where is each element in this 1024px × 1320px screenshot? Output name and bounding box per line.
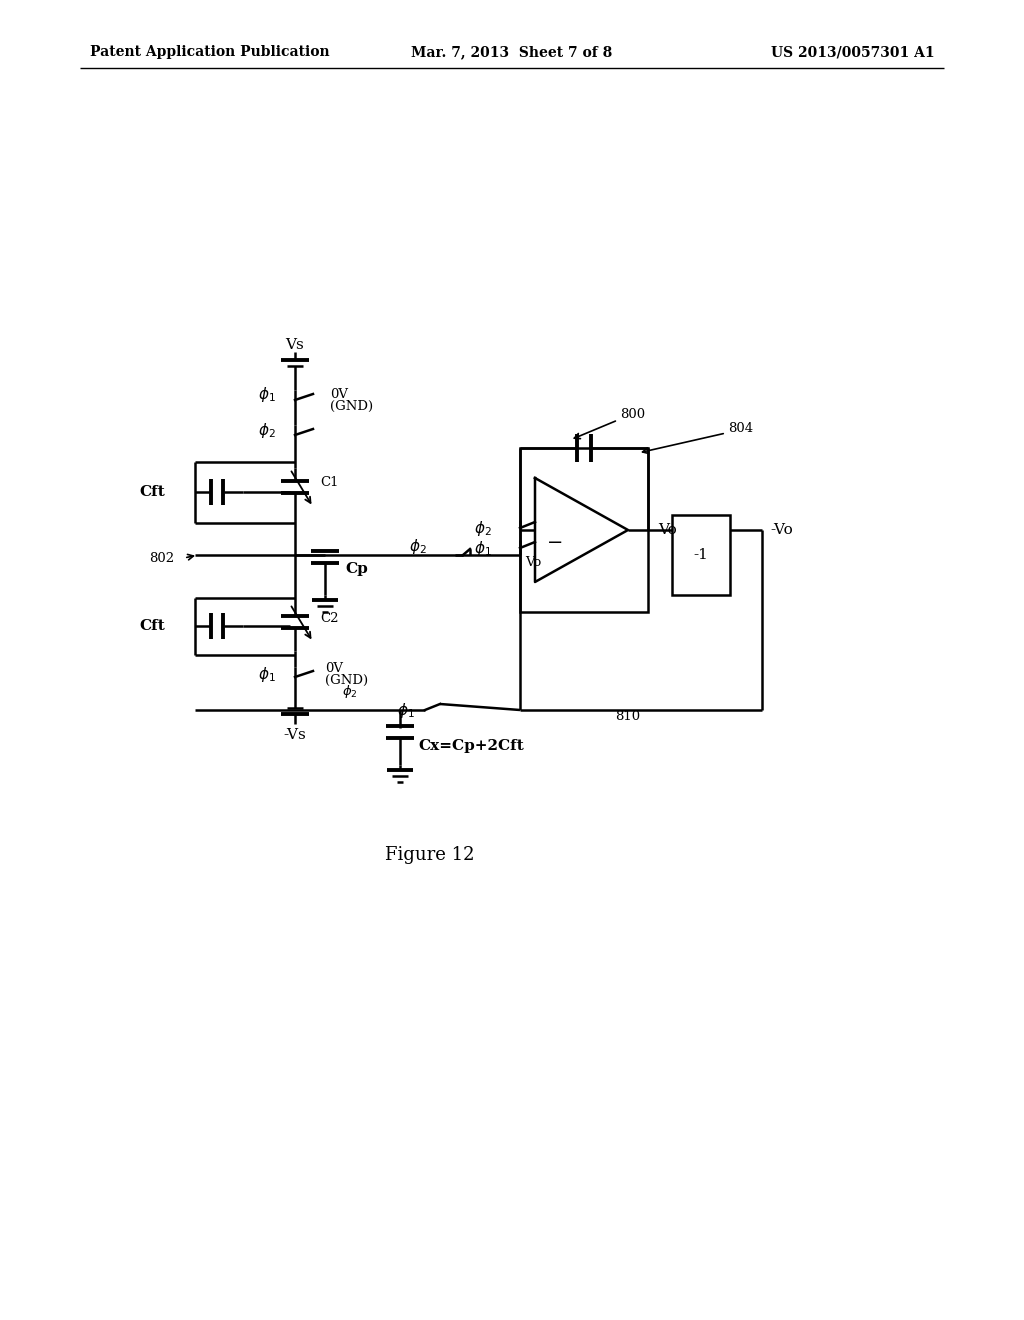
Bar [672, 515, 730, 595]
Text: $\phi_1$: $\phi_1$ [258, 385, 275, 404]
Text: C2: C2 [319, 611, 339, 624]
Text: -1: -1 [693, 548, 709, 562]
Text: (GND): (GND) [325, 673, 368, 686]
Text: -Vs: -Vs [284, 729, 306, 742]
Text: Patent Application Publication: Patent Application Publication [90, 45, 330, 59]
Text: 804: 804 [728, 421, 753, 434]
Text: $\phi_2$: $\phi_2$ [342, 682, 357, 700]
Text: $\phi_1$: $\phi_1$ [258, 665, 275, 685]
Text: Vo: Vo [525, 556, 542, 569]
Text: −: − [547, 535, 563, 552]
Bar [520, 447, 648, 612]
Text: Vo: Vo [658, 523, 677, 537]
Text: $\phi_2$: $\phi_2$ [474, 519, 492, 537]
Text: Cft: Cft [139, 484, 165, 499]
Text: $\phi_1$: $\phi_1$ [397, 701, 415, 719]
Text: 800: 800 [620, 408, 645, 421]
Text: Mar. 7, 2013  Sheet 7 of 8: Mar. 7, 2013 Sheet 7 of 8 [412, 45, 612, 59]
Text: Cx=Cp+2Cft: Cx=Cp+2Cft [418, 739, 523, 752]
Text: C1: C1 [319, 477, 339, 490]
Text: $\phi_2$: $\phi_2$ [258, 421, 275, 440]
Text: $\phi_1$: $\phi_1$ [474, 539, 492, 557]
Text: -Vo: -Vo [770, 523, 793, 537]
Text: 0V: 0V [330, 388, 348, 401]
Text: 0V: 0V [325, 661, 343, 675]
Text: Cft: Cft [139, 619, 165, 634]
Text: Cp: Cp [345, 562, 368, 576]
Text: (GND): (GND) [330, 400, 373, 412]
Polygon shape [535, 478, 628, 582]
Text: Vs: Vs [286, 338, 304, 352]
Text: 810: 810 [615, 710, 640, 723]
Text: US 2013/0057301 A1: US 2013/0057301 A1 [771, 45, 935, 59]
Text: Figure 12: Figure 12 [385, 846, 475, 865]
Text: $\phi_2$: $\phi_2$ [410, 537, 427, 557]
Text: 802: 802 [148, 552, 174, 565]
